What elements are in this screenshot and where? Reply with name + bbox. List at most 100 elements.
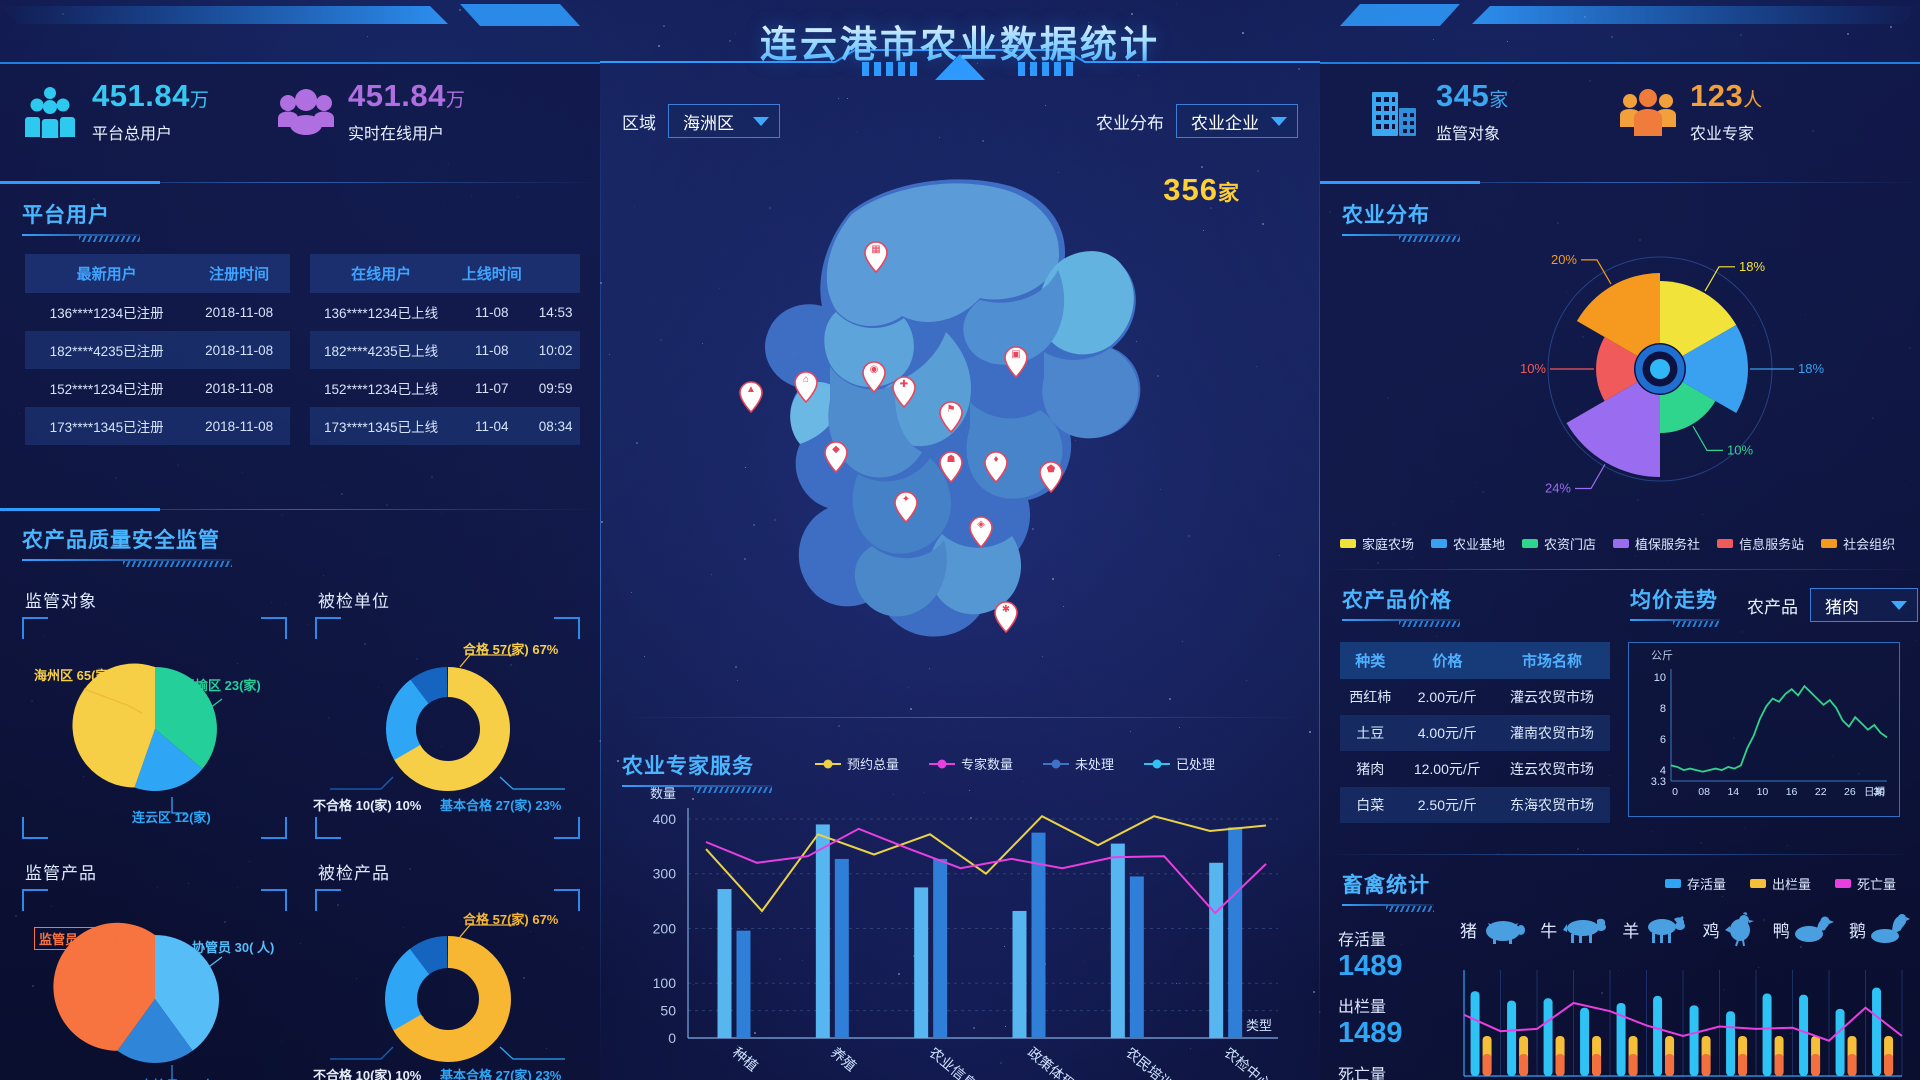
svg-text:400: 400 [653,811,677,827]
legend-item[interactable]: 未处理 [1043,754,1114,773]
legend-item[interactable]: 社会组织 [1821,534,1895,553]
donut-label: 基本合格 27(家) 23% [440,1065,561,1080]
latest-users-table: 最新用户 注册时间 136****1234已注册 2018-11-08 182****… [25,254,290,445]
region-dropdown[interactable]: 海洲区 [668,104,780,138]
pig-icon [1481,914,1525,944]
goose-icon [1870,913,1910,945]
distribution-dropdown[interactable]: 农业企业 [1176,104,1298,138]
legend-item[interactable]: 农资门店 [1522,534,1596,553]
pie-label: 监管员 50(人) [34,927,123,950]
legend-item[interactable]: 出栏量 [1750,874,1811,893]
legend-swatch [1750,879,1766,888]
legend-item[interactable]: 死亡量 [1835,874,1896,893]
product-dropdown[interactable]: 猪肉 [1810,588,1918,622]
online-users-table: 在线用户 上线时间 136****1234已上线 11-08 14:53 182****… [310,254,580,445]
animal-item[interactable]: 牛 [1540,914,1607,944]
map-marker[interactable]: ✱ [995,602,1017,632]
livestock-stat: 死亡量1456 [1338,1061,1448,1080]
map-marker[interactable]: ☗ [940,452,962,482]
product-selector[interactable]: 农产品 猪肉 [1747,588,1918,622]
map-marker[interactable]: ⚑ [940,402,962,432]
table-cell: 173****1345已上线 [310,407,452,445]
donut-label: 合格 57(家) 67% [463,639,558,658]
svg-text:100: 100 [653,975,677,991]
table-cell: 14:53 [531,293,580,331]
table-cell: 173****1345已注册 [25,407,188,445]
svg-text:18%: 18% [1798,361,1824,376]
animal-label: 鹅 [1849,917,1866,942]
animal-label: 羊 [1622,917,1639,942]
legend-item[interactable]: 已处理 [1144,754,1215,773]
building-icon [1366,84,1422,140]
agri-distribution-chart: 18% 18% 10% 24% 10% 20% [1470,229,1850,519]
legend-label: 社会组织 [1843,534,1895,553]
card-title-supervised-products: 监管产品 [25,859,97,884]
legend-item[interactable]: 专家数量 [929,754,1013,773]
distribution-selector[interactable]: 农业分布 农业企业 [1096,104,1298,138]
svg-text:政策体现: 政策体现 [1025,1044,1078,1080]
map-marker[interactable]: ◆ [825,442,847,472]
legend-swatch [1835,879,1851,888]
table-cell: 西红柿 [1340,679,1401,715]
animal-item[interactable]: 鸡 [1703,912,1758,946]
animal-item[interactable]: 羊 [1622,914,1687,944]
animal-item[interactable]: 鸭 [1773,914,1834,944]
column-header: 市场名称 [1494,642,1610,679]
legend-item[interactable]: 预约总量 [815,754,899,773]
svg-text:10%: 10% [1727,442,1753,457]
table-row: 猪肉 12.00元/斤 连云农贸市场 [1340,751,1610,787]
legend-label: 专家数量 [961,754,1013,773]
table-row: 173****1345已注册 2018-11-08 [25,407,290,445]
column-header: 最新用户 [25,254,188,293]
svg-text:10%: 10% [1520,361,1546,376]
svg-text:种植: 种植 [730,1044,762,1074]
animal-item[interactable]: 鹅 [1849,913,1910,945]
legend-item[interactable]: 植保服务社 [1613,534,1700,553]
table-cell: 11-07 [452,369,531,407]
map-marker[interactable]: ◉ [863,362,885,392]
table-cell: 2.50元/斤 [1401,787,1494,823]
legend-swatch [1340,539,1356,548]
map-marker[interactable]: ✚ [893,377,915,407]
map-marker[interactable]: ▦ [865,242,887,272]
map-marker[interactable]: ⌂ [795,372,817,402]
livestock-animals: 猪牛羊 鸡鸭鹅 [1460,912,1910,946]
legend-swatch [1665,879,1681,888]
table-cell: 灌南农贸市场 [1494,715,1610,751]
donut-label: 不合格 10(家) 10% [313,1065,421,1080]
legend-label: 已处理 [1176,754,1215,773]
region-selector[interactable]: 区域 海洲区 [622,104,780,138]
kpi-experts: 123人 农业专家 [1620,80,1763,144]
region-map[interactable]: ▦ ◉ ⌂ ▲ ✚ ▣ ⚑ ◆ ☗ ♦ ⬟ ✦ ◈ ✱ [640,152,1280,712]
legend-item[interactable]: 存活量 [1665,874,1726,893]
svg-text:14: 14 [1727,786,1739,798]
kpi-label: 农业专家 [1690,120,1763,144]
legend-swatch [1821,539,1837,548]
expert-service-chart: 数量 0 50 100 200 300 400 类型 种植 养殖 农业信息 政策体现 农民培训 农检中心 [618,788,1308,1080]
table-row: 西红柿 2.00元/斤 灌云农贸市场 [1340,679,1610,715]
pie-label: 协管员 30( 人) [192,937,274,956]
map-marker[interactable]: ⬟ [1040,462,1062,492]
legend-label: 出栏量 [1772,874,1811,893]
map-marker[interactable]: ✦ [895,492,917,522]
svg-text:50: 50 [660,1003,676,1019]
animal-item[interactable]: 猪 [1460,914,1525,944]
kpi-total-users: 451.84万 平台总用户 [22,80,209,144]
people-icon [278,84,334,140]
legend-item[interactable]: 农业基地 [1431,534,1505,553]
map-marker[interactable]: ◈ [970,517,992,547]
legend-item[interactable]: 家庭农场 [1340,534,1414,553]
map-marker[interactable]: ♦ [985,452,1007,482]
legend-item[interactable]: 信息服务站 [1717,534,1804,553]
map-marker[interactable]: ▲ [740,382,762,412]
distribution-value: 农业企业 [1191,109,1259,134]
livestock-chart: 010203040506070809101112 [1450,964,1910,1080]
chicken-icon [1724,912,1758,946]
card-title-supervised-objects: 监管对象 [25,587,97,612]
table-cell: 灌云农贸市场 [1494,679,1610,715]
kpi-value: 451.84万 [348,80,465,111]
map-marker[interactable]: ▣ [1005,347,1027,377]
donut-label: 不合格 10(家) 10% [313,795,421,814]
region-label: 区域 [622,109,656,134]
section-platform-users: 平台用户 [22,199,140,242]
